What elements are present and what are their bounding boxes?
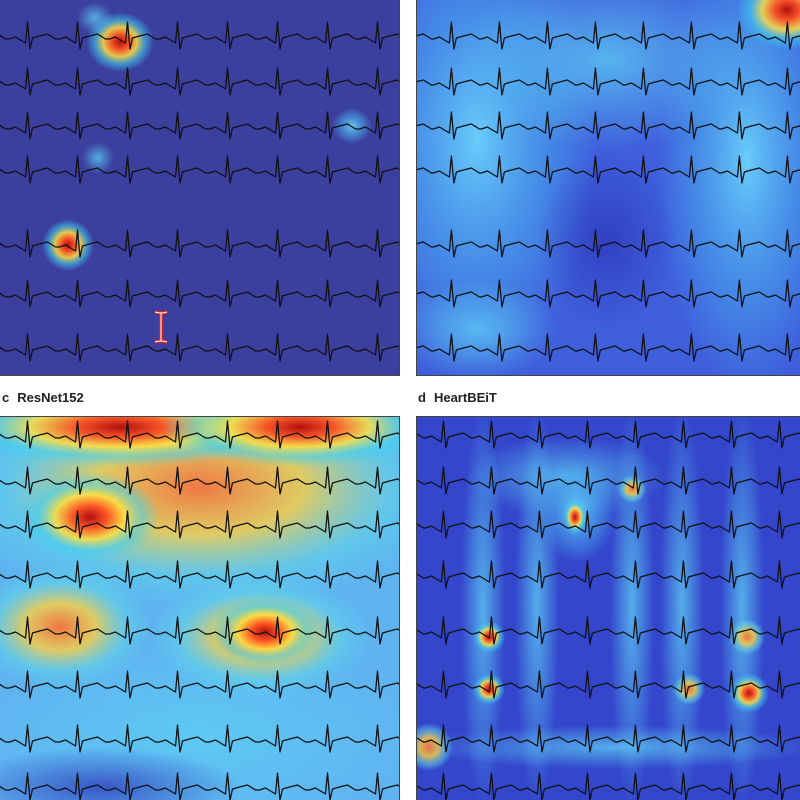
heat-spot xyxy=(332,108,372,144)
heatmap-panel-d xyxy=(416,416,800,800)
panel-title-c: ResNet152 xyxy=(17,390,84,405)
heat-spot xyxy=(729,619,765,655)
ecg-trace xyxy=(417,111,800,140)
heatmap-image-d xyxy=(417,417,800,800)
ecg-trace xyxy=(0,772,399,800)
heatmap-panel-b xyxy=(416,0,800,376)
heat-spot xyxy=(618,475,646,503)
heat-spot xyxy=(737,0,800,50)
ecg-trace xyxy=(0,229,399,258)
panel-label-c: c ResNet152 xyxy=(2,390,84,405)
heat-spot xyxy=(537,150,677,330)
ecg-trace xyxy=(417,510,800,539)
ecg-trace xyxy=(417,466,800,495)
ecg-trace xyxy=(417,616,800,645)
ecg-trace xyxy=(417,279,800,308)
heat-spot xyxy=(417,280,557,375)
text-cursor-icon xyxy=(154,310,168,344)
panel-title-d: HeartBEiT xyxy=(433,390,497,405)
ecg-trace xyxy=(417,724,800,753)
ecg-trace xyxy=(0,333,399,362)
heat-spot xyxy=(610,417,654,800)
heat-spot xyxy=(417,725,800,769)
heat-spot xyxy=(42,219,94,271)
ecg-trace xyxy=(0,21,399,50)
heatmap-background xyxy=(0,0,399,375)
ecg-trace xyxy=(417,560,800,589)
heat-spot xyxy=(563,499,587,535)
heat-spot xyxy=(20,472,160,562)
heat-spot xyxy=(461,417,505,800)
ecg-trace xyxy=(0,670,399,699)
ecg-trace xyxy=(0,67,399,96)
heat-spot xyxy=(473,673,505,705)
ecg-trace xyxy=(417,333,800,362)
ecg-trace xyxy=(0,466,399,495)
ecg-trace xyxy=(417,420,800,449)
ecg-trace xyxy=(417,229,800,258)
heatmap-image-a xyxy=(0,0,399,375)
heatmap-image-c xyxy=(0,417,399,800)
ecg-trace xyxy=(0,279,399,308)
heatmap-image-b xyxy=(417,0,800,375)
heat-spot xyxy=(729,673,769,713)
panel-letter-d: d xyxy=(418,390,426,405)
ecg-trace xyxy=(0,616,399,645)
ecg-trace xyxy=(0,724,399,753)
heat-spot xyxy=(0,747,240,800)
ecg-trace xyxy=(417,21,800,50)
ecg-trace xyxy=(417,67,800,96)
heat-spot xyxy=(82,142,114,174)
ecg-trace xyxy=(0,155,399,184)
ecg-trace xyxy=(0,510,399,539)
ecg-trace xyxy=(0,111,399,140)
heat-spot xyxy=(77,2,113,34)
ecg-trace xyxy=(417,670,800,699)
heat-spot xyxy=(673,673,705,705)
heatmap-panel-a xyxy=(0,0,400,376)
ecg-trace xyxy=(417,155,800,184)
ecg-trace xyxy=(417,772,800,800)
heatmap-panel-c xyxy=(0,416,400,800)
panel-letter-c: c xyxy=(2,390,10,405)
ecg-trace xyxy=(0,560,399,589)
ecg-trace xyxy=(0,420,399,449)
panel-label-d: d HeartBEiT xyxy=(418,390,497,405)
